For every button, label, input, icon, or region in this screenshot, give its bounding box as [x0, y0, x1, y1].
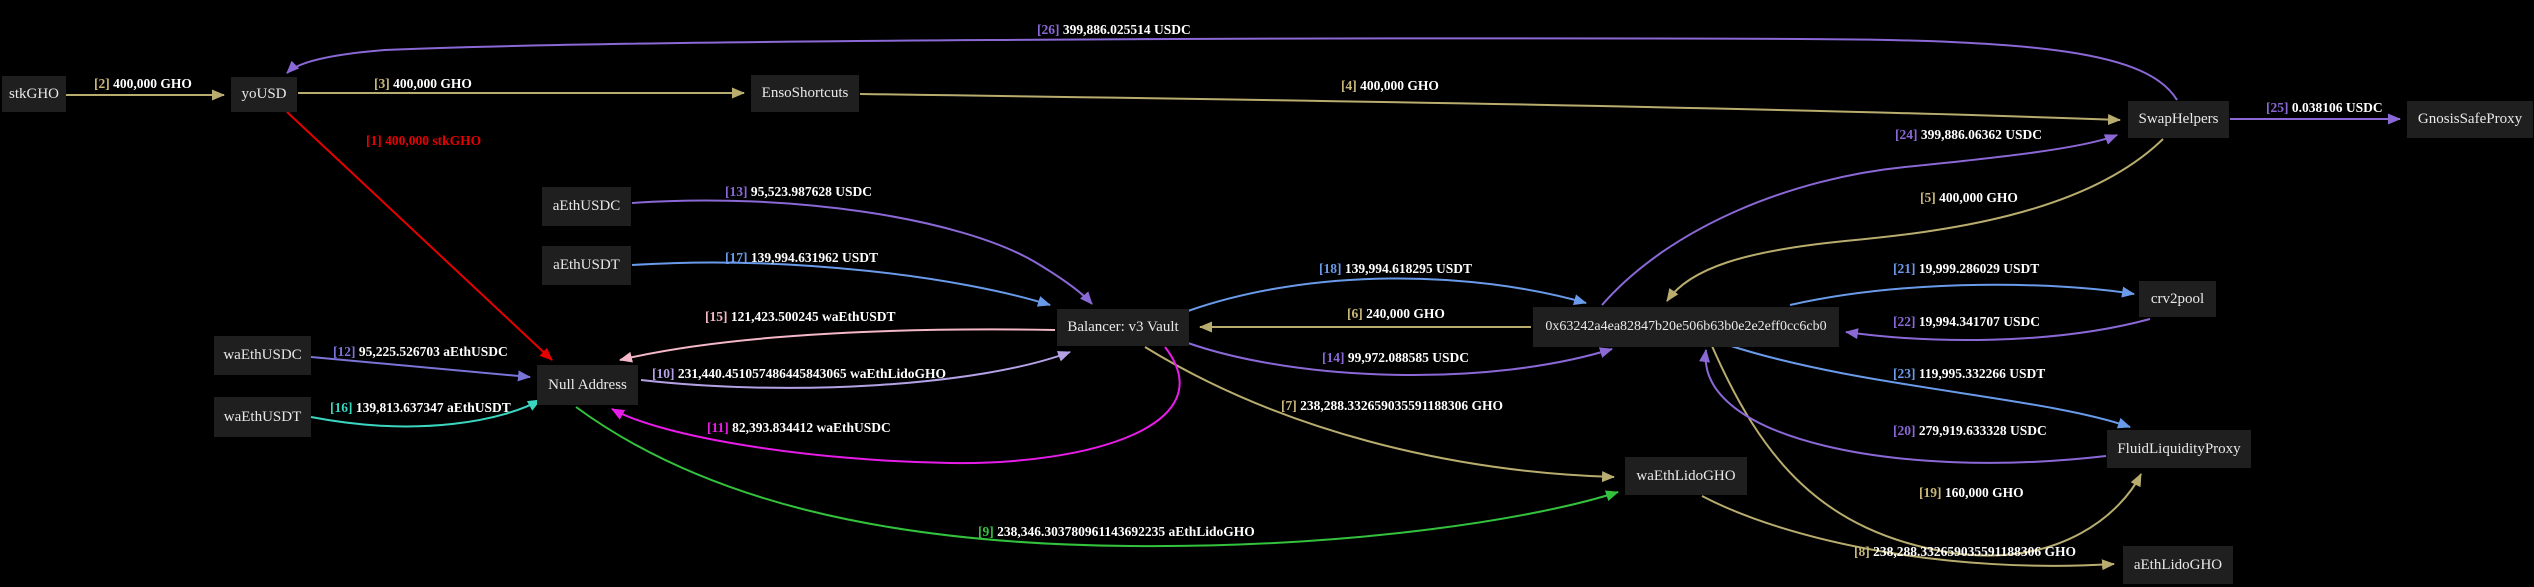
- node-label: aEthLidoGHO: [2133, 556, 2223, 573]
- edge-23-usdt: [1727, 344, 2131, 429]
- edge-label-15: [15] 121,423.500245 waEthUSDT: [705, 309, 896, 324]
- edge-label-24: [24] 399,886.06362 USDC: [1895, 127, 2043, 142]
- node-label: yoUSD: [241, 86, 287, 102]
- edge-label-12: [12] 95,225.526703 aEthUSDC: [333, 344, 508, 359]
- edge-16-aethusdt: [310, 399, 541, 428]
- node-gnosissafeproxy[interactable]: GnosisSafeProxy: [2407, 101, 2533, 138]
- node-yousd[interactable]: yoUSD: [231, 77, 297, 112]
- node-label: aEthUSDT: [553, 257, 620, 273]
- edge-label-21: [21] 19,999.286029 USDT: [1893, 261, 2040, 276]
- edge-label-16: [16] 139,813.637347 aEthUSDT: [330, 400, 511, 415]
- edge-label-19: [19] 160,000 GHO: [1919, 485, 2024, 500]
- edge-label-9: [9] 238,346.303780961143692235 aEthLidoG…: [978, 524, 1255, 539]
- node-fluidliquidityproxy[interactable]: FluidLiquidityProxy: [2107, 430, 2251, 468]
- edge-label-18: [18] 139,994.618295 USDT: [1319, 261, 1473, 276]
- edge-14-usdc: [1187, 342, 1613, 377]
- node-crv2pool[interactable]: crv2pool: [2139, 281, 2216, 317]
- node-stkgho[interactable]: stkGHO: [2, 76, 66, 112]
- edge-5-gho: [1666, 138, 2164, 302]
- node-label: EnsoShortcuts: [761, 85, 849, 101]
- node-label: FluidLiquidityProxy: [2117, 440, 2241, 457]
- node-label: SwapHelpers: [2138, 111, 2219, 127]
- node-label: waEthLidoGHO: [1636, 467, 1736, 484]
- edge-8-gho: [1701, 495, 2115, 571]
- edge-4-gho: [859, 93, 2121, 126]
- edge-12-aethusdc: [310, 356, 531, 382]
- edge-label-4: [4] 400,000 GHO: [1341, 78, 1439, 93]
- edge-label-7: [7] 238,288.332659035591188306 GHO: [1281, 398, 1504, 413]
- edge-label-6: [6] 240,000 GHO: [1347, 306, 1445, 321]
- edge-label-5: [5] 400,000 GHO: [1920, 190, 2018, 205]
- edge-17-usdt: [631, 261, 1051, 307]
- edge-13-usdc: [631, 199, 1093, 305]
- node-waethusdc[interactable]: waEthUSDC: [214, 336, 311, 375]
- edge-label-3: [3] 400,000 GHO: [374, 76, 472, 91]
- node-aethlidogho[interactable]: aEthLidoGHO: [2123, 546, 2233, 584]
- node-label: Null Address: [548, 376, 627, 393]
- node-aethusdt[interactable]: aEthUSDT: [542, 246, 631, 285]
- node-label: stkGHO: [8, 85, 59, 102]
- edge-11-waethusdc: [611, 346, 1181, 465]
- edge-22-usdc: [1845, 318, 2151, 341]
- node-0x63242[interactable]: 0x63242a4ea82847b20e506b63b0e2e2eff0cc6c…: [1533, 307, 1839, 347]
- node-label: Balancer: v3 Vault: [1067, 319, 1179, 335]
- edge-label-25: [25] 0.038106 USDC: [2266, 100, 2383, 115]
- edge-label-1: [1] 400,000 stkGHO: [366, 133, 482, 148]
- edge-24-usdc: [1601, 134, 2118, 306]
- edge-15-waethusdt: [619, 328, 1056, 363]
- edge-label-14: [14] 99,972.088585 USDC: [1322, 350, 1470, 365]
- node-balancer-v3-vault[interactable]: Balancer: v3 Vault: [1057, 309, 1189, 346]
- edge-label-10: [10] 231,440.451057486445843065 waEthLid…: [652, 366, 947, 381]
- edge-9-aethlidogho: [575, 406, 1619, 548]
- edge-label-17: [17] 139,994.631962 USDT: [725, 250, 879, 265]
- node-label: GnosisSafeProxy: [2417, 111, 2523, 127]
- node-aethusdc[interactable]: aEthUSDC: [542, 187, 631, 226]
- edge-label-11: [11] 82,393.834412 waEthUSDC: [707, 420, 891, 435]
- node-null-address[interactable]: Null Address: [537, 365, 638, 405]
- node-waethusdt[interactable]: waEthUSDT: [214, 397, 311, 437]
- edge-label-22: [22] 19,994.341707 USDC: [1893, 314, 2041, 329]
- node-swaphelpers[interactable]: SwapHelpers: [2128, 101, 2229, 138]
- edge-1-burn-stkgho: [286, 111, 553, 361]
- node-label: crv2pool: [2150, 290, 2205, 307]
- node-label: 0x63242a4ea82847b20e506b63b0e2e2eff0cc6c…: [1545, 319, 1827, 334]
- edge-10-waethlidogho: [640, 351, 1071, 389]
- node-label: aEthUSDC: [552, 198, 621, 214]
- edge-label-20: [20] 279,919.633328 USDC: [1893, 423, 2047, 438]
- edge-21-usdt: [1789, 283, 2135, 306]
- edge-7-gho: [1144, 346, 1615, 483]
- edge-18-usdt: [1187, 277, 1587, 312]
- node-waethlidogho[interactable]: waEthLidoGHO: [1625, 457, 1747, 495]
- edge-19-gho: [1711, 345, 2142, 557]
- edge-20-usdc: [1699, 349, 2107, 464]
- node-label: waEthUSDC: [223, 347, 302, 363]
- edge-label-8: [8] 238,288.332659035591188306 GHO: [1854, 544, 2077, 559]
- edge-label-2: [2] 400,000 GHO: [94, 76, 192, 91]
- edge-26-usdc: [286, 37, 2178, 101]
- edge-label-13: [13] 95,523.987628 USDC: [725, 184, 873, 199]
- node-ensoshortcuts[interactable]: EnsoShortcuts: [751, 75, 859, 112]
- edge-label-23: [23] 119,995.332266 USDT: [1893, 366, 2046, 381]
- node-label: waEthUSDT: [223, 408, 302, 425]
- edge-label-26: [26] 399,886.025514 USDC: [1037, 22, 1191, 37]
